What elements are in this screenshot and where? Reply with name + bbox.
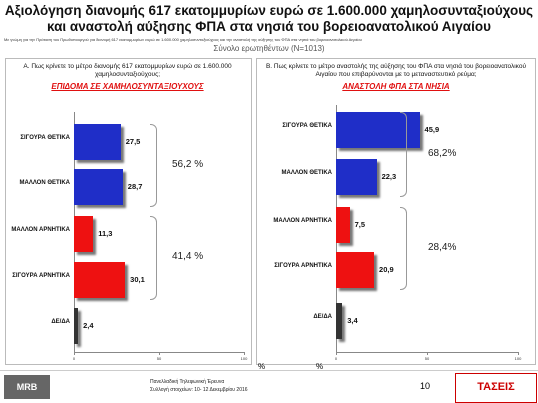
- x-tick-label: 0: [72, 356, 76, 361]
- group-total: 56,2 %: [172, 158, 204, 170]
- brace: [150, 216, 157, 300]
- category-label: ΜΑΛΛΟΝ ΑΡΝΗΤΙΚΑ: [273, 218, 332, 224]
- x-tick-label: 100: [514, 356, 522, 361]
- bar: [336, 207, 350, 243]
- value-label: 22,3: [381, 172, 397, 181]
- x-tick-label: 50: [156, 356, 162, 361]
- x-tick-label: 50: [424, 356, 430, 361]
- category-label: ΔΕ/ΔΑ: [51, 319, 70, 325]
- footer-text: Συλλογή στοιχείων: 10- 12 Δεκεμβρίου 201…: [150, 387, 248, 393]
- value-label: 30,1: [130, 275, 145, 284]
- value-label: 27,5: [125, 137, 141, 146]
- footer-rule: [0, 370, 538, 371]
- group-total: 41,4 %: [172, 251, 204, 262]
- brace: [400, 112, 407, 197]
- group-total: 28,4%: [428, 241, 457, 253]
- bar: [74, 169, 123, 205]
- x-axis-label: %: [258, 362, 266, 371]
- category-label: ΣΙΓΟΥΡΑ ΑΡΝΗΤΙΚΑ: [12, 273, 70, 279]
- bar: [74, 262, 126, 298]
- slide-subtitle: Με γνώμη για την Πρόταση του Πρωθυπουργο…: [4, 37, 362, 42]
- footer-text: Πανελλαδική Τηλεφωνική Έρευνα: [150, 379, 225, 385]
- bar: [74, 124, 121, 160]
- category-label: ΣΙΓΟΥΡΑ ΘΕΤΙΚΑ: [282, 123, 332, 129]
- value-label: 45,9: [424, 125, 440, 134]
- value-label: 20,9: [379, 265, 394, 274]
- value-label: 28,7: [127, 182, 143, 191]
- category-label: ΜΑΛΛΟΝ ΘΕΤΙΚΑ: [19, 180, 70, 186]
- tick-mark: [427, 352, 428, 355]
- bar: [336, 112, 420, 148]
- x-axis-label: %: [316, 362, 324, 371]
- chart-title: ΕΠΙΔΟΜΑ ΣΕ ΧΑΜΗΛΟΣΥΝΤΑΞΙΟΥΧΟΥΣ: [51, 82, 204, 91]
- logo: MRB HELLAS S.A.: [4, 375, 50, 399]
- panel: [256, 58, 536, 365]
- bar: [336, 303, 343, 339]
- bar: [336, 159, 377, 195]
- tick-mark: [518, 352, 519, 355]
- slide-title: Αξιολόγηση διανομής 617 εκατομμυρίων ευρ…: [4, 3, 534, 34]
- bar: [336, 252, 375, 288]
- group-total: 68,2%: [428, 147, 457, 159]
- question: Α. Πως κρίνετε το μέτρο διανομής 617 εκα…: [23, 63, 232, 78]
- value-label: 2,4: [83, 321, 94, 330]
- x-tick-label: 100: [240, 356, 248, 361]
- x-tick-label: 0: [334, 356, 338, 361]
- bar: [74, 216, 94, 252]
- panel: [5, 58, 252, 365]
- category-label: ΜΑΛΛΟΝ ΑΡΝΗΤΙΚΑ: [11, 227, 70, 233]
- chart-title: ΑΝΑΣΤΟΛΗ ΦΠΑ ΣΤΑ ΝΗΣΙΑ: [342, 82, 450, 91]
- logo: ΤΑΣΕΙΣ TRENDS: [455, 373, 537, 403]
- brace: [400, 207, 407, 290]
- category-label: ΔΕ/ΔΑ: [313, 314, 332, 320]
- tick-mark: [74, 352, 75, 355]
- page-number: 10: [420, 381, 431, 391]
- value-label: 7,5: [354, 220, 366, 229]
- value-label: 3,4: [347, 316, 358, 325]
- brace: [150, 124, 157, 207]
- value-label: 11,3: [98, 229, 113, 238]
- category-label: ΣΙΓΟΥΡΑ ΑΡΝΗΤΙΚΑ: [274, 263, 332, 269]
- category-label: ΣΙΓΟΥΡΑ ΘΕΤΙΚΑ: [20, 135, 70, 141]
- question: Β. Πως κρίνετε το μέτρο αναστολής της αύ…: [265, 63, 527, 78]
- tick-mark: [244, 352, 245, 355]
- sample-size: Σύνολο ερωτηθέντων (N=1013): [213, 44, 325, 53]
- tick-mark: [159, 352, 160, 355]
- tick-mark: [336, 352, 337, 355]
- category-label: ΜΑΛΛΟΝ ΘΕΤΙΚΑ: [281, 170, 332, 176]
- bar: [74, 308, 79, 344]
